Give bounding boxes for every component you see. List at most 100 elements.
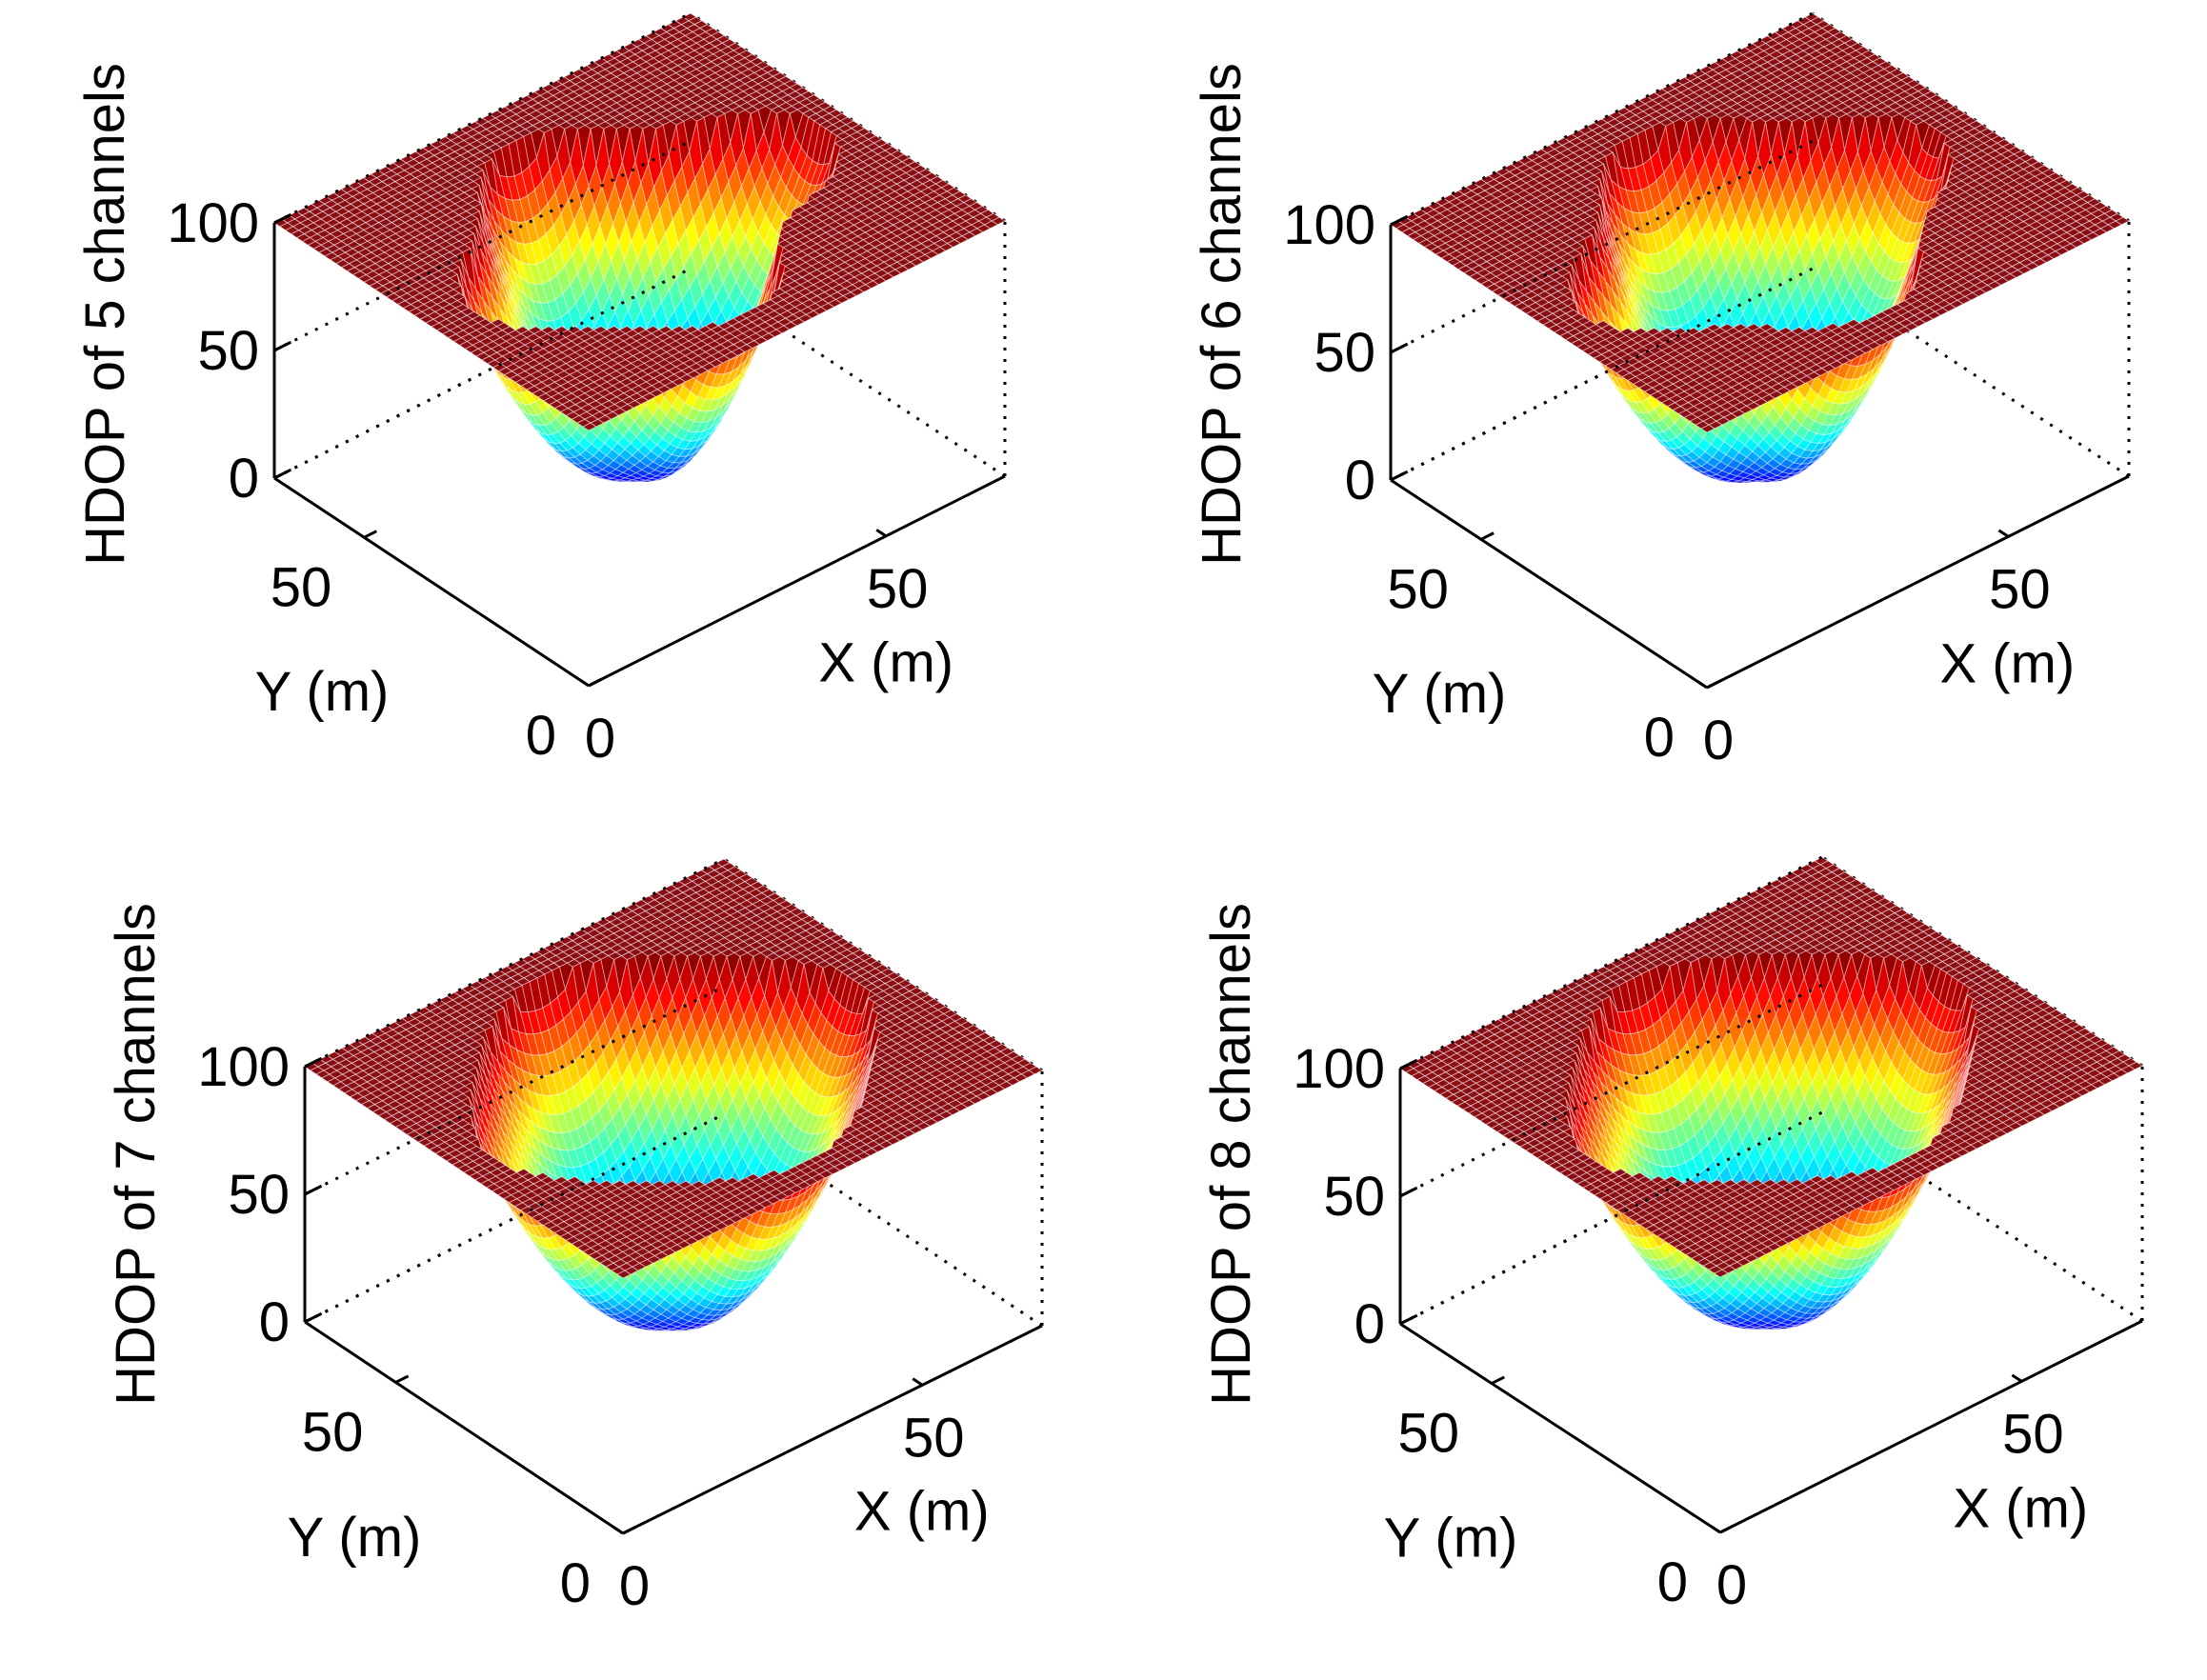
surface-patch <box>1910 200 1925 224</box>
surface-patch <box>1817 255 1833 290</box>
surface-patch <box>696 260 711 295</box>
surface-patch <box>750 109 765 153</box>
surface-patch <box>480 250 495 287</box>
surface-patch <box>1693 230 1708 264</box>
surface-patch <box>494 208 511 239</box>
surface-patch <box>542 408 557 424</box>
surface-patch <box>1897 257 1914 282</box>
surface-patch <box>1777 247 1793 283</box>
surface-patch <box>655 268 670 304</box>
surface-patch <box>689 430 705 442</box>
surface-patch <box>1789 282 1804 315</box>
surface-patch <box>584 121 599 130</box>
surface-patch <box>490 257 505 292</box>
surface-patch <box>590 260 605 297</box>
surface-patch <box>510 278 525 307</box>
surface-patch <box>1667 214 1682 245</box>
surface-patch <box>690 446 704 462</box>
surface-patch <box>627 160 642 205</box>
surface-patch <box>1710 282 1725 313</box>
surface-patch <box>1731 266 1746 301</box>
surface-patch <box>1669 183 1683 217</box>
surface-patch <box>1836 149 1851 190</box>
surface-patch <box>1829 287 1843 318</box>
surface-patch <box>478 210 493 255</box>
surface-patch <box>1856 117 1872 172</box>
chart-panel-5-channels: 0 50 0 50 0 50 100 X (m) Y (m) HDOP of 5 channels <box>0 0 1103 840</box>
surface-patch <box>770 105 786 114</box>
surface-patch <box>582 129 597 189</box>
surface-patch <box>794 112 810 149</box>
surface-patch <box>1896 116 1912 154</box>
surface-patch <box>603 124 617 165</box>
z-tick-label: 50 <box>197 320 259 382</box>
surface-patch <box>1789 155 1804 197</box>
surface-patch <box>538 424 553 436</box>
y-tick-label: 0 <box>526 705 556 767</box>
surface-patch <box>517 401 533 416</box>
surface-patch <box>712 196 728 235</box>
surface-patch <box>1858 110 1875 119</box>
surface-patch <box>1774 191 1789 231</box>
surface-patch <box>1840 206 1855 243</box>
surface-patch <box>558 439 574 451</box>
surface-patch <box>1717 267 1733 301</box>
surface-patch <box>521 166 535 197</box>
surface-patch <box>629 472 645 479</box>
surface-patch <box>652 477 667 482</box>
surface-patch <box>665 470 680 479</box>
surface-patch <box>1619 167 1635 192</box>
surface-patch <box>1900 241 1916 264</box>
surface-patch <box>738 360 752 390</box>
z-axis-label: HDOP of 5 channels <box>74 63 136 566</box>
surface-patch <box>1752 117 1767 157</box>
surface-patch <box>476 218 492 258</box>
surface-patch <box>1652 229 1667 254</box>
surface-patch <box>1708 198 1723 236</box>
surface-patch <box>669 435 684 449</box>
surface-patch <box>1836 271 1851 303</box>
surface-patch <box>1599 178 1614 224</box>
surface-patch <box>1652 122 1667 152</box>
surface-patch <box>599 454 615 467</box>
surface-patch <box>1615 248 1631 280</box>
surface-patch <box>1665 121 1680 164</box>
surface-patch <box>712 411 727 431</box>
surface-patch <box>1796 121 1812 180</box>
surface-patch <box>1733 113 1748 142</box>
surface-patch <box>700 430 715 449</box>
surface-mesh <box>1390 12 2130 484</box>
y-tick-mark <box>363 530 378 539</box>
surface-patch <box>563 420 578 437</box>
surface-patch <box>583 429 598 445</box>
surface-patch <box>1601 170 1615 215</box>
surface-patch <box>644 450 660 463</box>
surface-patch <box>607 182 621 226</box>
surface-patch <box>1816 288 1831 319</box>
surface-patch <box>545 224 560 256</box>
surface-patch <box>1793 214 1808 252</box>
surface-patch <box>709 117 724 176</box>
surface-patch <box>682 430 697 442</box>
surface-patch <box>506 250 521 278</box>
surface-patch <box>697 384 712 400</box>
surface-patch <box>741 275 755 303</box>
surface-patch <box>1619 234 1635 264</box>
x-axis-line <box>588 474 1006 688</box>
surface-patch <box>1595 219 1610 260</box>
surface-patch <box>1876 146 1891 184</box>
surface-patch <box>496 192 512 222</box>
surface-patch <box>774 144 789 179</box>
surface-patch <box>1673 118 1688 150</box>
surface-patch <box>1772 113 1788 123</box>
surface-patch <box>723 389 738 411</box>
surface-patch <box>753 167 769 204</box>
surface-patch <box>631 221 646 261</box>
surface-patch <box>1754 210 1768 250</box>
y-axis-label: Y (m) <box>255 661 390 723</box>
surface-patch <box>566 220 580 256</box>
surface-patch <box>460 259 475 301</box>
y-axis-line <box>273 476 590 688</box>
